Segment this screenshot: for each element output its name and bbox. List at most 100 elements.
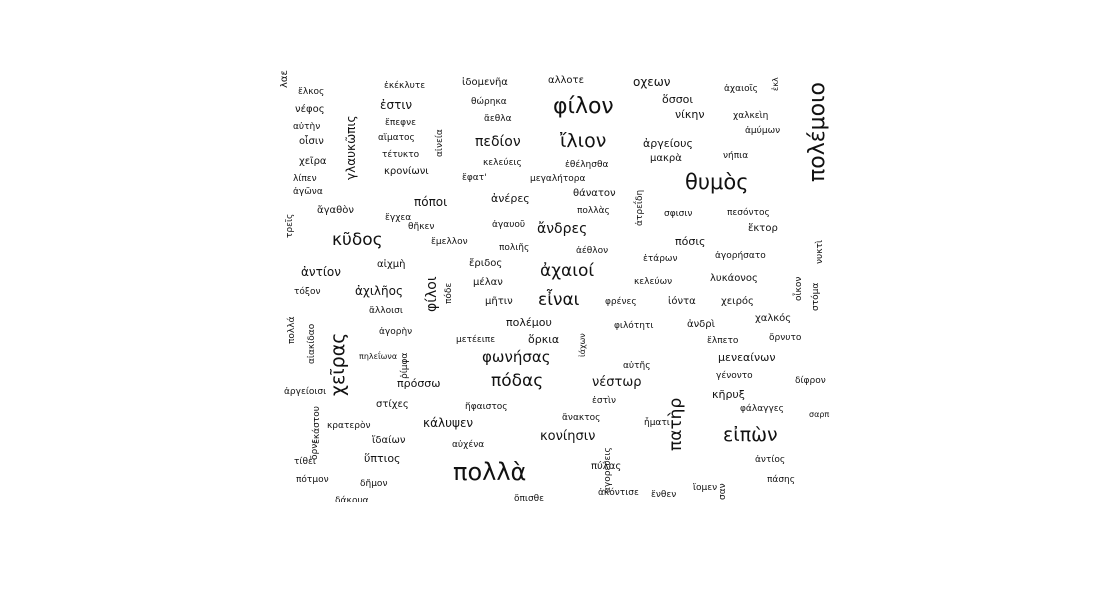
word-αἰνεία: αἰνεία (435, 129, 445, 157)
word-σαρπηδόνα: σαρπηδόνα (809, 410, 830, 419)
word-δάκρυα: δάκρυα (335, 496, 369, 503)
word-ἔφατ: ἔφατ' (462, 173, 487, 183)
word-σφισιν: σφισιν (664, 209, 693, 219)
word-λυκάονος: λυκάονος (710, 273, 758, 284)
word-ἔγχεα: ἔγχεα (385, 213, 412, 223)
word-μέλαν: μέλαν (473, 277, 503, 288)
word-αἵματος: αἵματος (378, 133, 415, 143)
word-πολλὰς: πολλὰς (577, 206, 610, 216)
word-ἴομεν: ἴομεν (693, 483, 718, 493)
word-ἀμύμων: ἀμύμων (745, 126, 781, 136)
word-λαε: λαε (280, 70, 290, 88)
word-δίφρον: δίφρον (795, 376, 826, 386)
word-θάνατον: θάνατον (573, 188, 616, 199)
word-κάλυψεν: κάλυψεν (423, 416, 474, 430)
word-οἶσιν: οἶσιν (299, 136, 324, 147)
word-χεῖρας: χεῖρας (327, 332, 349, 396)
word-ἀργείοισι: ἀργείοισι (284, 387, 327, 397)
word-πεδίον: πεδίον (475, 134, 521, 150)
word-αὐχένα: αὐχένα (452, 440, 485, 450)
word-ἔλκος: ἔλκος (298, 87, 325, 97)
word-πολλά: πολλά (287, 316, 297, 344)
word-στίχες: στίχες (376, 399, 409, 410)
word-σαν: σαν (718, 483, 728, 500)
word-ἀγαυοῦ: ἀγαυοῦ (492, 220, 526, 230)
word-χαλκεὶη: χαλκεὶη (733, 111, 769, 121)
word-εἰπὼν: εἰπὼν (723, 424, 778, 446)
word-τίθει: τίθει (294, 457, 316, 467)
word-ὄπισθε: ὄπισθε (514, 494, 545, 503)
word-ἰδομενῆα: ἰδομενῆα (462, 77, 508, 88)
word-ἀργείους: ἀργείους (643, 137, 693, 150)
word-ἄλλοισι: ἄλλοισι (369, 306, 403, 316)
word-αἰακίδαο: αἰακίδαο (307, 323, 317, 364)
word-αὐτὴν: αὐτὴν (293, 122, 321, 132)
word-ἑτάρων: ἑτάρων (643, 254, 678, 264)
word-ἀνδρὶ: ἀνδρὶ (687, 319, 716, 330)
word-πόσις: πόσις (675, 235, 706, 248)
word-φρένες: φρένες (605, 297, 637, 307)
word-ἀχαιοί: ἀχαιοί (540, 261, 595, 281)
word-ἰάχων: ἰάχων (578, 333, 587, 357)
word-εἶναι: εἶναι (538, 290, 580, 310)
word-ἄγαθὸν: ἄγαθὸν (317, 205, 354, 216)
word-φίλον: φίλον (553, 94, 614, 119)
word-ἐκλ: ἐκλ (771, 77, 780, 91)
word-αὐτῆς: αὐτῆς (623, 361, 651, 371)
word-πάσης: πάσης (767, 475, 796, 485)
word-πρόσσω: πρόσσω (397, 377, 441, 390)
word-ἀγορήσατο: ἀγορήσατο (715, 251, 766, 261)
word-ἐστιν: ἐστιν (380, 98, 413, 112)
word-πολέμου: πολέμου (506, 316, 552, 329)
word-ἐστὶν: ἐστὶν (592, 396, 617, 406)
word-πολιῆς: πολιῆς (499, 243, 530, 253)
word-κελεύεις: κελεύεις (483, 158, 522, 168)
word-ἄεθλα: ἄεθλα (484, 114, 512, 124)
word-τρεῖς: τρεῖς (285, 213, 295, 238)
word-ἀγῶνα: ἀγῶνα (293, 187, 323, 197)
word-νίκην: νίκην (675, 108, 705, 121)
word-τέτυκτο: τέτυκτο (382, 150, 420, 160)
word-αλλοτε: αλλοτε (548, 75, 584, 86)
word-νέστωρ: νέστωρ (592, 375, 642, 390)
word-αἰχμὴ: αἰχμὴ (377, 259, 406, 270)
word-πότμον: πότμον (296, 475, 329, 485)
word-πολέμοιο: πολέμοιο (805, 82, 830, 182)
word-μετέειπε: μετέειπε (456, 335, 496, 345)
word-οἶκον: οἶκον (794, 276, 804, 301)
word-γένοντο: γένοντο (716, 371, 753, 381)
word-ἄνακτος: ἄνακτος (562, 413, 601, 423)
word-πόδε: πόδε (444, 282, 454, 304)
word-πεσόντος: πεσόντος (727, 208, 770, 218)
word-κῆρυξ: κῆρυξ (712, 388, 745, 401)
word-στόμα: στόμα (811, 282, 821, 311)
word-ἀχιλῆος: ἀχιλῆος (355, 284, 403, 298)
word-πολλὰ: πολλὰ (453, 458, 527, 486)
word-ῥίμφα: ῥίμφα (400, 352, 410, 379)
word-μενεαίνων: μενεαίνων (718, 351, 776, 364)
word-ἀκόντισε: ἀκόντισε (598, 488, 639, 498)
word-ἴδαίων: ἴδαίων (372, 435, 406, 446)
word-ἴλιον: ἴλιον (560, 130, 607, 152)
word-πόδας: πόδας (491, 371, 544, 391)
word-λίπεν: λίπεν (293, 174, 317, 184)
word-ἰόντα: ἰόντα (668, 296, 696, 307)
word-ἐκέκλυτε: ἐκέκλυτε (384, 81, 426, 91)
word-ἀέθλον: ἀέθλον (576, 246, 609, 256)
word-νέφος: νέφος (295, 104, 325, 115)
word-κελεύων: κελεύων (634, 277, 673, 287)
word-ἔμελλον: ἔμελλον (431, 237, 468, 247)
word-κρονίωνι: κρονίωνι (384, 166, 429, 177)
word-ἥφαιστος: ἥφαιστος (465, 402, 508, 412)
word-κῦδος: κῦδος (332, 230, 383, 250)
word-ἀτρεΐδη: ἀτρεΐδη (635, 189, 645, 226)
word-οχεων: οχεων (633, 75, 671, 89)
word-ὅσσοι: ὅσσοι (662, 93, 694, 106)
word-ἔπεφνε: ἔπεφνε (385, 118, 416, 128)
word-χαλκός: χαλκός (755, 313, 792, 324)
word-πατὴρ: πατὴρ (666, 397, 686, 451)
word-νήπια: νήπια (723, 151, 749, 161)
word-φάλαγγες: φάλαγγες (740, 404, 784, 414)
word-πόποι: πόποι (414, 195, 448, 209)
